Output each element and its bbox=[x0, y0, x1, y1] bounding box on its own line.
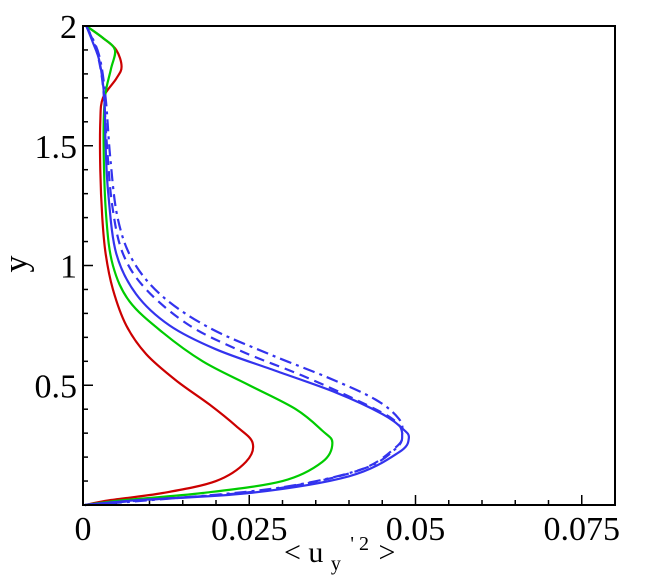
series-line-red bbox=[84, 25, 255, 507]
series-lines bbox=[84, 25, 411, 507]
plot-frame bbox=[82, 25, 616, 506]
x-tick-label: 0.05 bbox=[386, 511, 446, 548]
x-axis-label-subscript: y bbox=[331, 553, 341, 575]
x-axis-label-main: < u bbox=[284, 536, 323, 569]
series-line-blue-dashdot bbox=[84, 25, 404, 507]
series-line-blue-solid bbox=[84, 25, 411, 507]
x-tick-label: 0 bbox=[75, 511, 92, 548]
x-tick-label: 0.025 bbox=[211, 511, 288, 548]
y-tick-label: 0.5 bbox=[35, 368, 78, 405]
x-axis-label-close: > bbox=[379, 536, 396, 569]
y-tick-label: 1.5 bbox=[35, 129, 78, 166]
axis-ticks bbox=[82, 25, 616, 506]
x-axis-label: < u y ' 2 > bbox=[284, 524, 395, 577]
x-tick-label: 0.075 bbox=[544, 511, 621, 548]
y-tick-label: 2 bbox=[60, 9, 77, 46]
y-axis-label: y bbox=[0, 256, 35, 273]
tick-labels: 0 0.025 0.05 0.075 0.5 1 1.5 2 bbox=[35, 9, 621, 548]
x-axis-label-superscript: ' 2 bbox=[350, 533, 369, 555]
series-line-green bbox=[84, 25, 334, 507]
y-tick-label: 1 bbox=[60, 249, 77, 286]
